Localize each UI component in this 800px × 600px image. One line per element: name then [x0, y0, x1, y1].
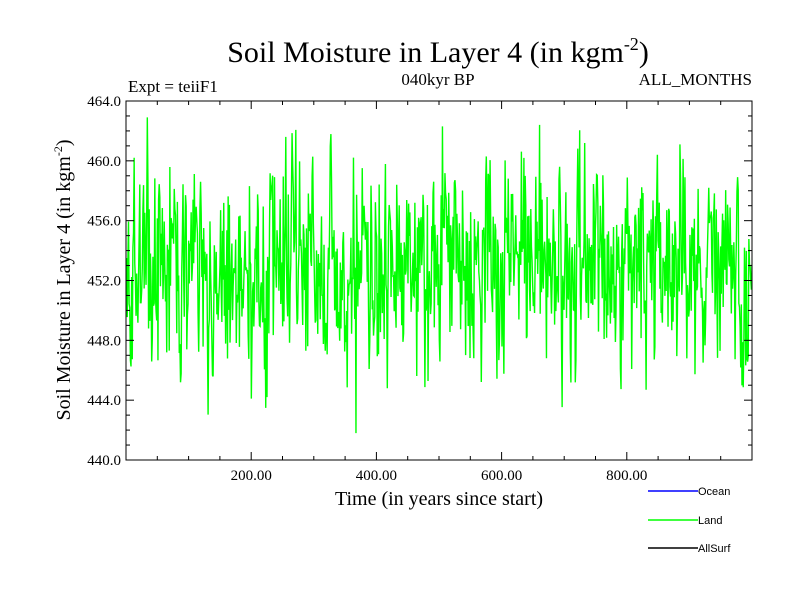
x-tick-label: 200.00	[231, 468, 272, 484]
subtitle-center: 040kyr BP	[401, 70, 474, 89]
y-tick-label: 452.0	[87, 274, 121, 290]
y-tick-label: 448.0	[87, 333, 121, 349]
legend-label-ocean: Ocean	[698, 486, 730, 498]
plot-clip-group	[126, 117, 752, 434]
subtitle-left: Expt = teiiF1	[128, 77, 218, 96]
chart-title-close: )	[639, 36, 649, 69]
subtitle-right: ALL_MONTHS	[639, 70, 752, 89]
x-axis-label: Time (in years since start)	[335, 488, 543, 510]
x-tick-label: 800.00	[606, 468, 647, 484]
x-minor-ticks	[156, 101, 722, 460]
chart-title-main: Soil Moisture in Layer 4 (in kgm	[227, 36, 624, 69]
x-tick-label: 400.00	[356, 468, 397, 484]
y-tick-label: 460.0	[87, 154, 121, 170]
y-tick-label: 444.0	[87, 393, 121, 409]
x-major-ticks: 200.00 400.00 600.00 800.00	[231, 101, 647, 484]
y-tick-label: 440.0	[87, 453, 121, 469]
y-axis-label-superscript: -2	[51, 146, 65, 156]
y-axis-label-close: )	[53, 139, 75, 146]
y-minor-ticks	[126, 115, 752, 446]
series-line-land	[126, 117, 752, 434]
y-axis-label: Soil Moisture in Layer 4 (in kgm-2)	[51, 139, 75, 420]
chart-title: Soil Moisture in Layer 4 (in kgm-2)	[227, 34, 649, 69]
y-axis-label-main: Soil Moisture in Layer 4 (in kgm	[53, 156, 75, 421]
y-tick-label: 456.0	[87, 214, 121, 230]
legend-label-land: Land	[698, 515, 722, 527]
x-tick-label: 600.00	[481, 468, 522, 484]
y-tick-label: 464.0	[87, 94, 121, 110]
legend: Ocean Land AllSurf	[648, 486, 731, 555]
legend-label-allsurf: AllSurf	[698, 543, 731, 555]
y-major-ticks: 440.0 444.0 448.0 452.0 456.0 460.0 464.0	[87, 94, 752, 469]
chart-title-superscript: -2	[624, 34, 639, 54]
